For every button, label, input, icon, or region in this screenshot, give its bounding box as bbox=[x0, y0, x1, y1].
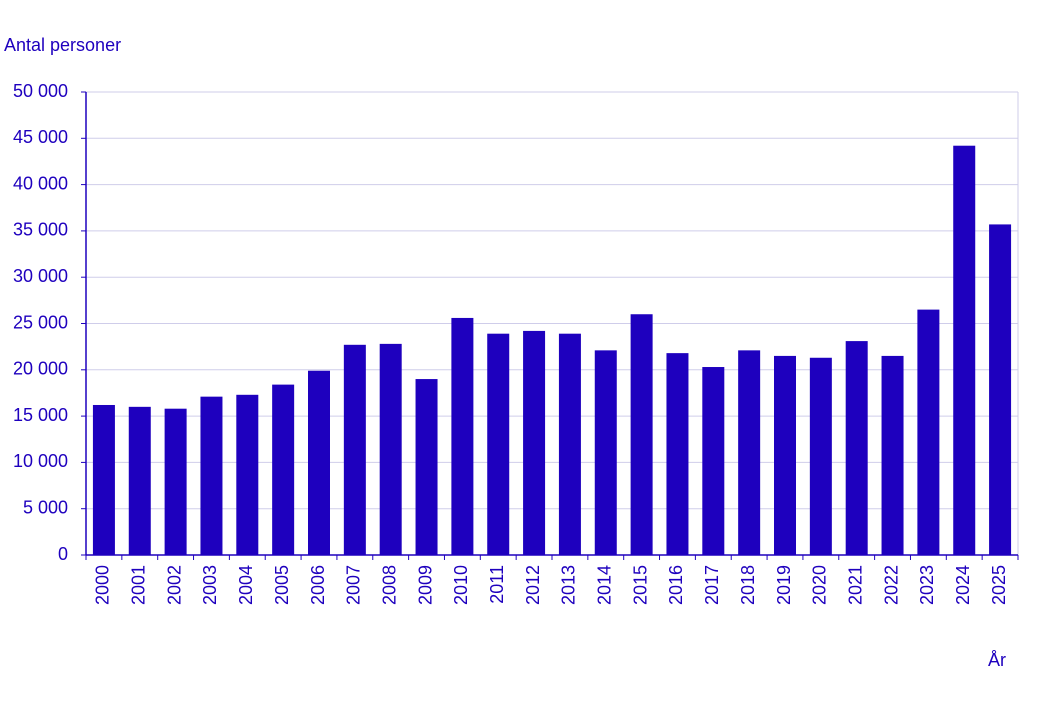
bar bbox=[379, 343, 402, 555]
bar bbox=[451, 317, 474, 555]
x-tick-label: 2024 bbox=[953, 565, 973, 605]
x-tick-label: 2012 bbox=[523, 565, 543, 605]
bar bbox=[523, 330, 546, 555]
x-tick-label: 2009 bbox=[415, 565, 435, 605]
bar bbox=[487, 333, 510, 555]
bar bbox=[917, 309, 940, 555]
x-tick-label: 2020 bbox=[810, 565, 830, 605]
x-tick-label: 2001 bbox=[129, 565, 149, 605]
x-tick-label: 2007 bbox=[344, 565, 364, 605]
x-tick-label: 2018 bbox=[738, 565, 758, 605]
y-tick-label: 50 000 bbox=[13, 81, 68, 101]
y-tick-label: 5 000 bbox=[23, 497, 68, 517]
x-tick-label: 2022 bbox=[881, 565, 901, 605]
bar bbox=[702, 367, 725, 555]
y-tick-label: 40 000 bbox=[13, 173, 68, 193]
bar bbox=[774, 355, 796, 555]
bar bbox=[809, 357, 832, 555]
bar bbox=[236, 394, 259, 555]
bar bbox=[92, 404, 115, 555]
x-tick-label: 2008 bbox=[379, 565, 399, 605]
x-tick-label: 2025 bbox=[989, 565, 1009, 605]
bar bbox=[989, 224, 1012, 555]
x-tick-label: 2017 bbox=[702, 565, 722, 605]
bar bbox=[272, 384, 295, 555]
x-tick-label: 2002 bbox=[164, 565, 184, 605]
bar bbox=[881, 355, 904, 555]
x-tick-label: 2010 bbox=[451, 565, 471, 605]
bar bbox=[164, 408, 187, 555]
x-axis-title: År bbox=[988, 650, 1006, 670]
bar bbox=[308, 370, 330, 555]
bar bbox=[594, 350, 617, 555]
bar bbox=[558, 333, 581, 555]
bar bbox=[738, 350, 761, 555]
x-tick-label: 2006 bbox=[308, 565, 328, 605]
y-tick-label: 35 000 bbox=[13, 220, 68, 240]
bar bbox=[200, 396, 223, 555]
y-tick-label: 30 000 bbox=[13, 266, 68, 286]
bar bbox=[845, 341, 868, 555]
x-tick-label: 2015 bbox=[630, 565, 650, 605]
x-tick-label: 2023 bbox=[917, 565, 937, 605]
bar bbox=[343, 344, 366, 555]
x-tick-label: 2014 bbox=[595, 565, 615, 605]
y-tick-label: 45 000 bbox=[13, 127, 68, 147]
y-tick-label: 15 000 bbox=[13, 405, 68, 425]
x-tick-label: 2000 bbox=[93, 565, 113, 605]
bar bbox=[953, 145, 976, 555]
x-tick-label: 2013 bbox=[559, 565, 579, 605]
x-tick-label: 2011 bbox=[487, 565, 507, 604]
y-tick-label: 0 bbox=[58, 544, 68, 564]
x-tick-label: 2004 bbox=[236, 565, 256, 605]
bar bbox=[128, 406, 151, 555]
y-tick-label: 10 000 bbox=[13, 451, 68, 471]
bar bbox=[415, 379, 438, 555]
x-tick-label: 2016 bbox=[666, 565, 686, 605]
y-axis-title: Antal personer bbox=[4, 35, 121, 55]
x-tick-label: 2019 bbox=[774, 565, 794, 605]
y-tick-label: 20 000 bbox=[13, 359, 68, 379]
bar bbox=[630, 314, 653, 555]
x-tick-label: 2005 bbox=[272, 565, 292, 605]
x-tick-label: 2003 bbox=[200, 565, 220, 605]
x-tick-label: 2021 bbox=[845, 565, 865, 605]
bar bbox=[666, 353, 689, 555]
y-tick-label: 25 000 bbox=[13, 312, 68, 332]
